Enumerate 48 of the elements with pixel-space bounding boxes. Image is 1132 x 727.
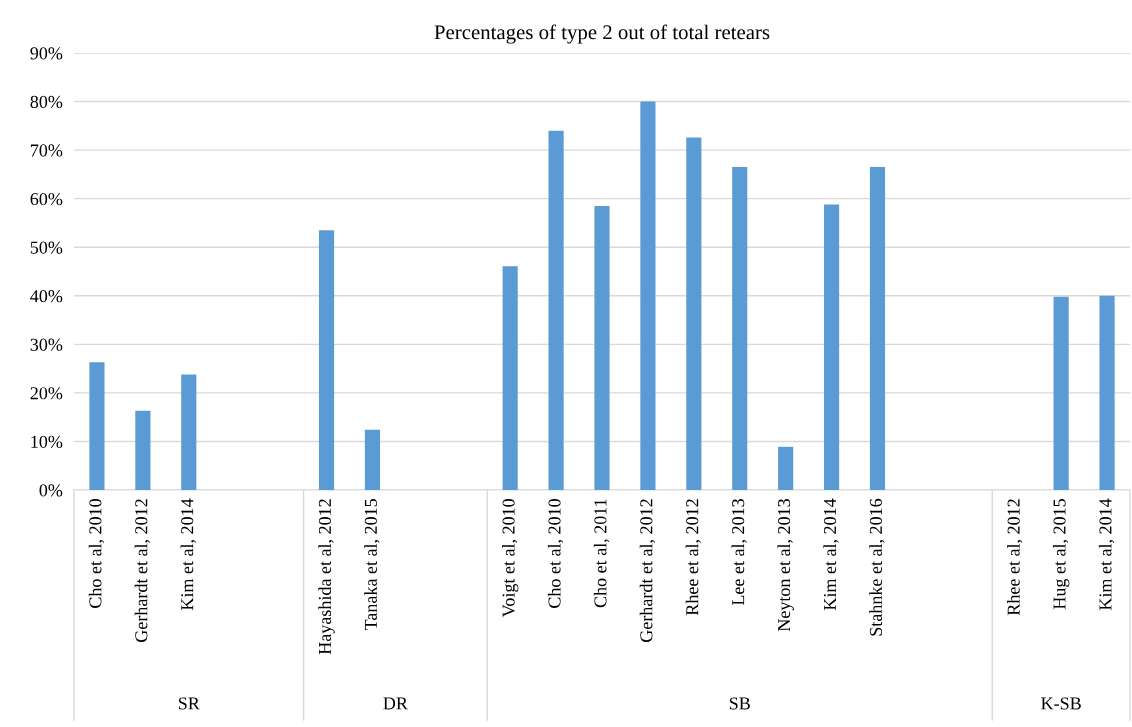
text: SR <box>178 697 200 710</box>
bar <box>89 362 105 490</box>
x-tick-label: Gerhardt et al, 2012 <box>639 499 656 642</box>
x-tick-label: Stahnke et al, 2016 <box>869 498 885 636</box>
bar <box>548 130 564 490</box>
y-tick-label: 30% <box>30 338 63 351</box>
x-tick-label: Tanaka et al, 2015 <box>364 499 380 631</box>
x-tick-label: Cho et al, 2010 <box>547 499 564 608</box>
y-tick-label: 70% <box>30 144 63 157</box>
bar <box>1099 295 1115 490</box>
x-tick-label: Rhee et al, 2012 <box>1007 499 1023 616</box>
bar <box>318 230 335 490</box>
x-tick-label: Rhee et al, 2012 <box>685 499 701 616</box>
bar <box>364 429 381 490</box>
text: SB <box>729 697 750 710</box>
x-tick-label: Neyton et al, 2013 <box>777 499 794 632</box>
y-tick-label: 40% <box>30 290 63 303</box>
y-tick-label: 50% <box>30 241 63 254</box>
bar <box>135 410 151 490</box>
bar <box>686 137 702 490</box>
y-tick-label: 10% <box>31 435 63 448</box>
bar <box>181 374 197 490</box>
x-tick-label: Cho et al, 2010 <box>88 499 105 608</box>
x-tick-label: Kim et al, 2014 <box>1098 498 1115 611</box>
bar <box>778 446 794 490</box>
y-tick-label: 80% <box>30 95 63 109</box>
y-tick-label: 60% <box>30 192 63 206</box>
x-tick-label: Voigt et al, 2010 <box>501 499 519 618</box>
chart-title: Percentages of type 2 out of total retears <box>434 24 770 44</box>
x-tick-label: Kim et al, 2014 <box>180 498 196 611</box>
y-tick-label: 90% <box>30 47 63 60</box>
x-tick-label: Kim et al, 2014 <box>823 498 839 611</box>
bar <box>594 205 610 490</box>
x-tick-label: Hug et al, 2015 <box>1052 499 1070 610</box>
text: DR <box>383 697 408 710</box>
x-tick-label: Gerhardt et al, 2012 <box>134 499 150 642</box>
x-tick-label: Hayashida et al, 2012 <box>318 499 335 655</box>
bar <box>502 266 518 490</box>
bar <box>823 204 840 490</box>
bar <box>869 167 886 490</box>
bar <box>732 167 748 490</box>
x-tick-label: Cho et al, 2011 <box>593 499 610 608</box>
bar <box>1053 296 1069 490</box>
text: K-SB <box>1041 697 1081 710</box>
bar <box>640 101 656 490</box>
y-tick-label: 0% <box>39 484 63 497</box>
x-tick-label: Lee et al, 2013 <box>731 499 747 606</box>
y-tick-label: 20% <box>30 387 63 400</box>
